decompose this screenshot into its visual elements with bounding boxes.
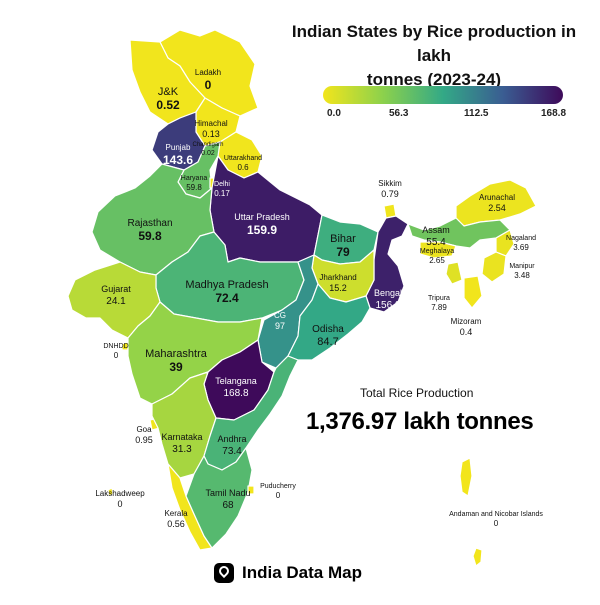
label-assam-name: Assam (422, 225, 450, 235)
label-bihar-name: Bihar (330, 233, 356, 245)
label-jharkhand-name: Jharkhand (319, 273, 356, 282)
label-rajasthan-value: 59.8 (138, 229, 162, 243)
label-mizoram-name: Mizoram (451, 317, 482, 326)
label-assam-value: 55.4 (426, 237, 446, 248)
label-karnataka-name: Karnataka (161, 432, 202, 442)
label-jharkhand-value: 15.2 (329, 283, 347, 293)
label-arunachal-name: Arunachal (479, 193, 515, 202)
label-delhi-value: 0.17 (214, 189, 230, 198)
label-bengal-value: 156.9 (375, 300, 400, 311)
label-arunachal-value: 2.54 (488, 203, 506, 213)
label-dnhdd-name: DNHDD (103, 343, 128, 350)
label-dnhdd-value: 0 (114, 351, 119, 360)
legend-color-scale (323, 86, 563, 104)
label-j-k-name: J&K (158, 86, 179, 98)
label-haryana-name: Haryana (181, 175, 208, 182)
label-tamil-nadu-name: Tamil Nadu (205, 488, 250, 498)
label-telangana-name: Telangana (215, 376, 257, 386)
label-uttar-pradesh-value: 159.9 (247, 223, 277, 237)
legend-tick-3: 168.8 (541, 108, 567, 119)
label-ladakh-value: 0 (205, 78, 212, 92)
label-gujarat-value: 24.1 (106, 296, 126, 307)
label-gujarat-name: Gujarat (101, 284, 131, 294)
label-ladakh-name: Ladakh (195, 68, 221, 77)
label-kerala-name: Kerala (164, 509, 188, 518)
label-tripura-value: 7.89 (431, 303, 447, 312)
label-telangana-value: 168.8 (223, 388, 248, 399)
label-odisha-value: 84.7 (317, 336, 338, 348)
label-andhra-name: Andhra (217, 434, 246, 444)
label-andhra-value: 73.4 (222, 446, 242, 457)
chart-title-line2: tonnes (2023-24) (366, 70, 502, 89)
region-odisha[interactable] (287, 283, 371, 361)
region-lakshadweep[interactable] (107, 487, 114, 497)
label-haryana-value: 59.8 (186, 183, 202, 192)
brand-name: India Data Map (242, 563, 362, 582)
label-bihar-value: 79 (336, 245, 350, 259)
label-meghalaya-value: 2.65 (429, 256, 445, 265)
label-nagaland-value: 3.69 (513, 243, 529, 252)
chart-title-line1: Indian States by Rice production in lakh (291, 22, 577, 65)
region-uttar-pradesh[interactable] (209, 155, 323, 263)
label-andaman-and-nicobar-islands-value: 0 (494, 519, 499, 528)
label-manipur-value: 3.48 (514, 271, 530, 280)
footer-brand: India Data Map (214, 560, 362, 586)
label-puducherry-name: Puducherry (260, 483, 296, 490)
label-chandigarh-name: Chandigarh (192, 142, 223, 148)
label-delhi-name: Delhi (214, 181, 230, 188)
region-manipur[interactable] (481, 251, 507, 283)
label-mizoram-value: 0.4 (460, 327, 473, 337)
legend-tick-2: 112.5 (464, 108, 489, 119)
label-punjab-value: 143.6 (163, 153, 193, 167)
total-production-label: Total Rice Production (360, 386, 474, 400)
label-maharashtra-value: 39 (169, 360, 183, 374)
label-puducherry-value: 0 (276, 491, 281, 500)
label-chandigarh-value: 0.02 (201, 150, 215, 157)
label-kerala-value: 0.56 (167, 519, 185, 529)
label-goa-value: 0.95 (135, 435, 153, 445)
legend-tick-0: 0.0 (327, 108, 341, 119)
label-goa-name: Goa (136, 425, 152, 434)
region-tripura[interactable] (445, 261, 463, 285)
region-andaman-nicobar[interactable] (459, 457, 483, 567)
total-production-value: 1,376.97 lakh tonnes (306, 408, 534, 435)
label-uttar-pradesh-name: Uttar Pradesh (234, 212, 290, 222)
label-nagaland-name: Nagaland (506, 235, 536, 242)
label-maharashtra-name: Maharashtra (145, 348, 208, 360)
label-karnataka-value: 31.3 (172, 444, 192, 455)
label-odisha-name: Odisha (312, 324, 344, 335)
label-madhya-pradesh-value: 72.4 (215, 291, 239, 305)
legend-tick-1: 56.3 (389, 108, 409, 119)
label-tamil-nadu-value: 68 (222, 500, 234, 511)
map-pin-icon (214, 563, 234, 583)
label-lakshadweep-name: Lakshadweep (95, 489, 145, 498)
label-andaman-and-nicobar-islands-name: Andaman and Nicobar Islands (449, 511, 543, 518)
label-j-k-value: 0.52 (156, 98, 180, 112)
region-puducherry[interactable] (247, 485, 255, 495)
label-himachal-name: Himachal (194, 119, 228, 128)
label-rajasthan-name: Rajasthan (127, 218, 172, 229)
label-bengal-name: Bengal (374, 288, 402, 298)
label-punjab-name: Punjab (166, 143, 191, 152)
region-nagaland[interactable] (495, 229, 515, 257)
label-tripura-name: Tripura (428, 295, 450, 302)
region-meghalaya[interactable] (419, 241, 457, 259)
label-madhya-pradesh-name: Madhya Pradesh (185, 279, 268, 291)
label-cg-value: 97 (275, 321, 285, 331)
label-uttarakhand-name: Uttarakhand (224, 155, 262, 162)
region-mizoram[interactable] (463, 275, 483, 309)
label-sikkim-name: Sikkim (378, 179, 402, 188)
label-manipur-name: Manipur (509, 263, 535, 270)
label-himachal-value: 0.13 (202, 129, 220, 139)
label-lakshadweep-value: 0 (117, 499, 122, 509)
label-sikkim-value: 0.79 (381, 189, 399, 199)
label-meghalaya-name: Meghalaya (420, 248, 454, 255)
label-uttarakhand-value: 0.6 (237, 163, 249, 172)
label-cg-name: CG (274, 311, 286, 320)
chart-title: Indian States by Rice production in lakh… (278, 20, 590, 92)
